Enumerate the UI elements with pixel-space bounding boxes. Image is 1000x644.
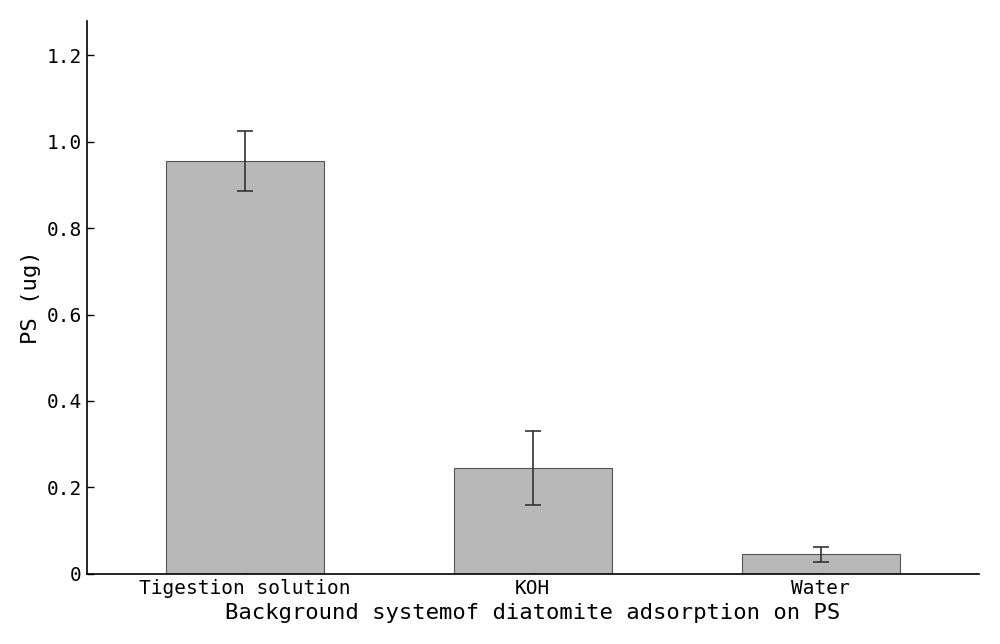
Bar <box>742 554 900 574</box>
X-axis label: Background systemof diatomite adsorption on PS: Background systemof diatomite adsorption… <box>225 603 840 623</box>
Bar <box>454 468 612 574</box>
Bar <box>166 161 324 574</box>
Y-axis label: PS (ug): PS (ug) <box>21 251 41 344</box>
